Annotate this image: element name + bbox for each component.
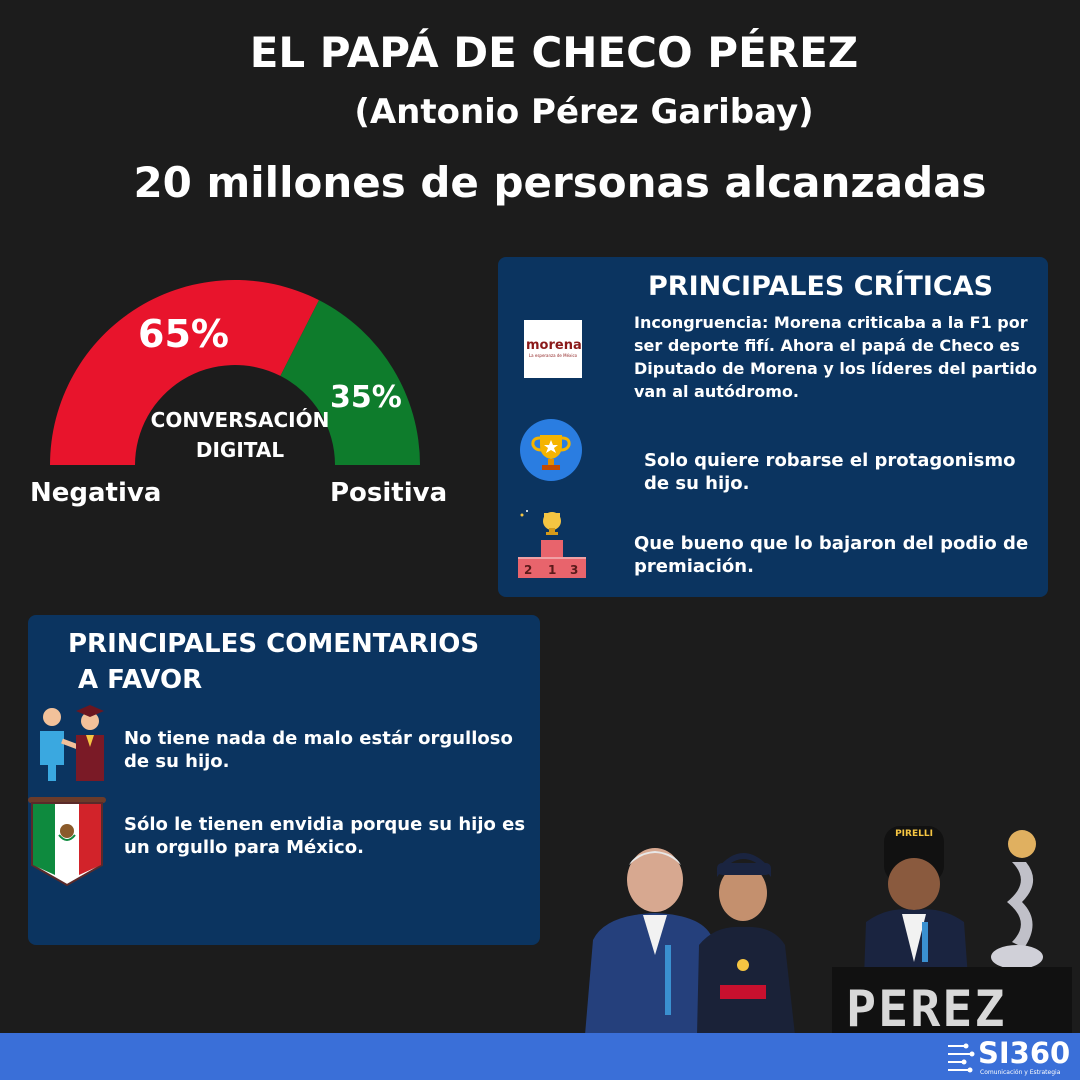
- criticisms-title: PRINCIPALES CRÍTICAS: [648, 271, 994, 302]
- gauge-negative-value: 65%: [138, 312, 229, 356]
- gauge-positive-label: Positiva: [330, 478, 448, 508]
- sentiment-gauge: 65% 35% CONVERSACIÓN DIGITAL Negativa Po…: [30, 279, 450, 520]
- photo-podium-celebration: PIRELLI PEREZ: [832, 822, 1072, 1038]
- criticism-2-text: Solo quiere robarse el protagonismo de s…: [644, 450, 1016, 494]
- footer-bar: [0, 1033, 1080, 1080]
- page-subtitle: (Antonio Pérez Garibay): [354, 92, 814, 132]
- podium-number-1: 1: [548, 563, 557, 577]
- morena-logo-sub: La esperanza de México: [528, 353, 578, 358]
- criticisms-panel: PRINCIPALES CRÍTICAS morena La esperanza…: [498, 257, 1048, 597]
- morena-logo-text: morena: [526, 338, 582, 353]
- circuit-icon: [948, 1043, 975, 1073]
- pirelli-hat-text: PIRELLI: [895, 829, 933, 839]
- proud-parent-graduate-icon: [32, 703, 112, 781]
- morena-logo-icon: morena La esperanza de México: [524, 320, 582, 378]
- gauge-center-line2: DIGITAL: [195, 438, 285, 462]
- mexico-flag-icon: [28, 795, 108, 887]
- trophy-icon: [520, 419, 582, 481]
- photo-father-and-son: [585, 835, 825, 1035]
- si360-logo-sub: Comunicación y Estrategia: [980, 1069, 1061, 1076]
- gauge-positive-value: 35%: [330, 380, 402, 415]
- gauge-chart: [50, 279, 420, 465]
- favorable-2-text: Sólo le tienen envidia porque su hijo es…: [124, 814, 526, 858]
- criticism-3-text: Que bueno que lo bajaron del podio de pr…: [634, 533, 1029, 577]
- reach-headline: 20 millones de personas alcanzadas: [133, 158, 987, 207]
- page-title: EL PAPÁ DE CHECO PÉREZ: [249, 28, 859, 77]
- favorable-title-line1: PRINCIPALES COMENTARIOS: [68, 629, 480, 659]
- podium-sign-text: PEREZ: [846, 980, 1007, 1038]
- podium-number-2: 2: [524, 563, 533, 577]
- criticism-1-text: Incongruencia: Morena criticaba a la F1 …: [634, 313, 1038, 401]
- gauge-negative-label: Negativa: [30, 478, 162, 508]
- podium-number-3: 3: [570, 563, 579, 577]
- gauge-negative-segment: [50, 279, 319, 465]
- favorable-title-line2: A FAVOR: [78, 665, 203, 695]
- gauge-positive-segment: [280, 300, 420, 465]
- favorable-1-text: No tiene nada de malo estár orgulloso de…: [124, 728, 513, 772]
- si360-logo: SI360 Comunicación y Estrategia: [944, 1036, 1074, 1078]
- si360-logo-text: SI360: [978, 1036, 1071, 1070]
- favorable-panel: PRINCIPALES COMENTARIOS A FAVOR No tiene…: [28, 615, 540, 945]
- gauge-center-line1: CONVERSACIÓN: [150, 408, 330, 432]
- podium-icon: 2 1 3: [514, 507, 590, 579]
